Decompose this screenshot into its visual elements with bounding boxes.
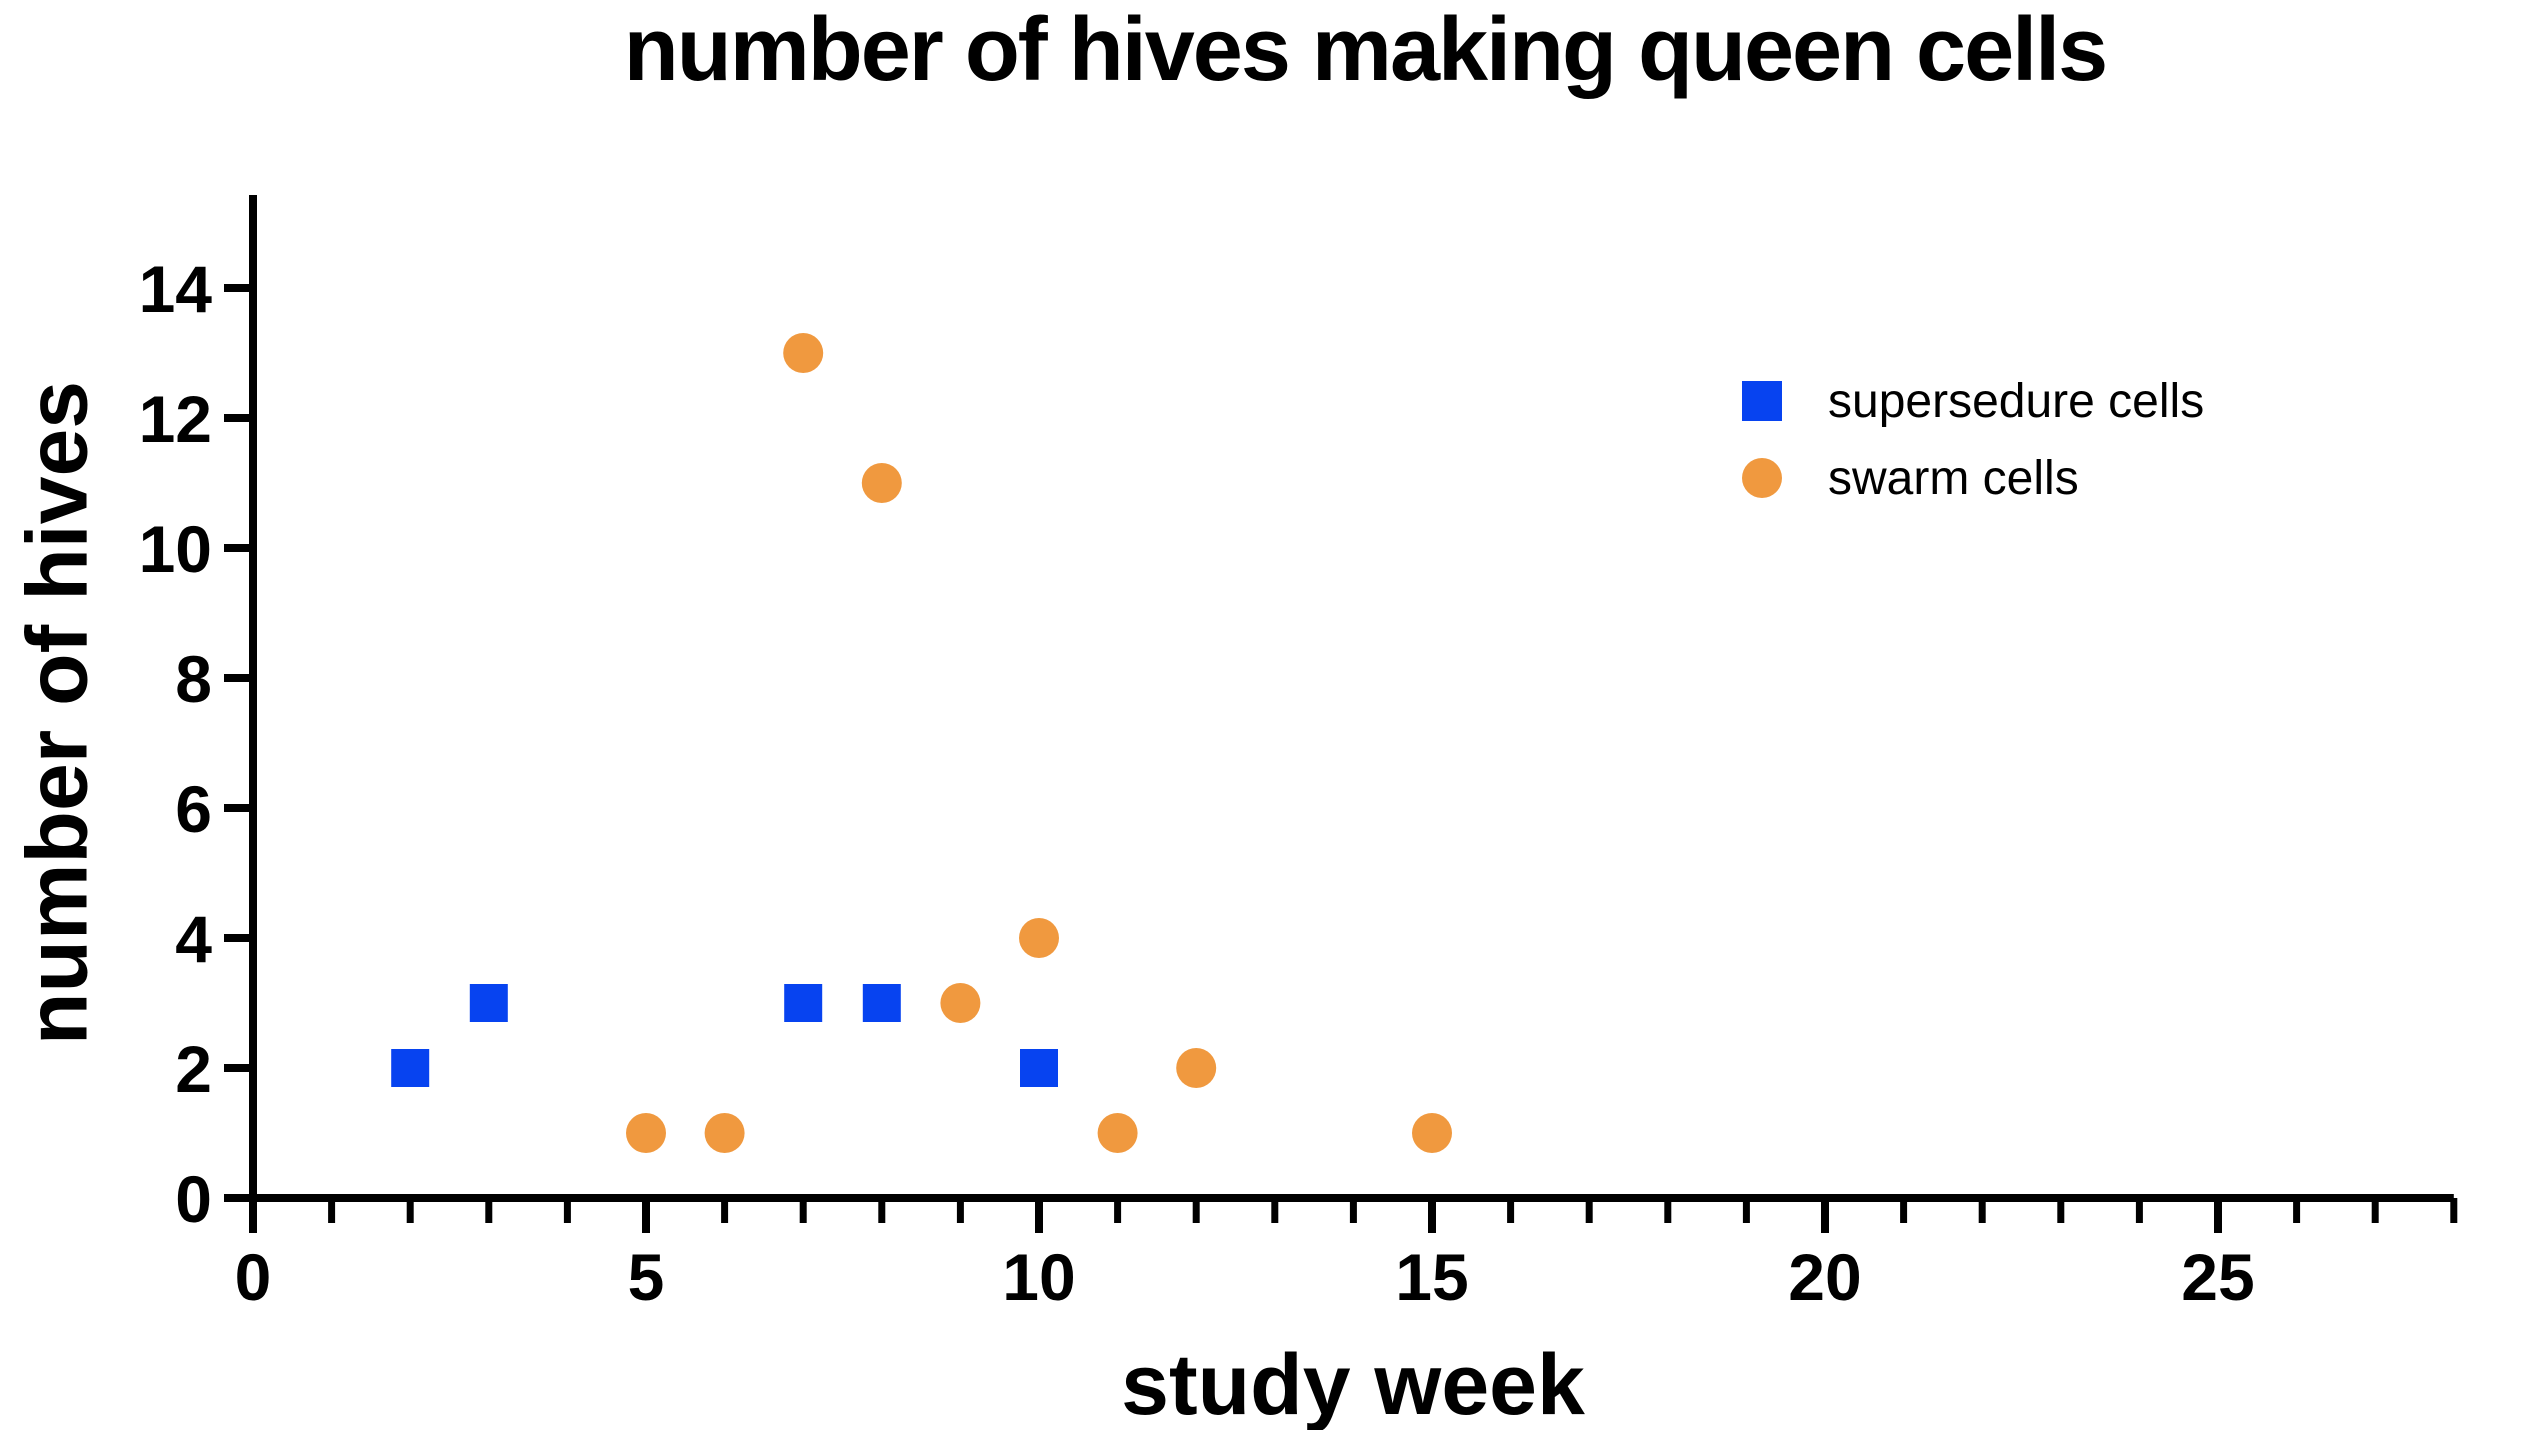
data-point-swarm <box>1097 1113 1138 1153</box>
data-point-swarm <box>1019 918 1059 958</box>
y-tick-label: 4 <box>175 902 212 976</box>
data-point-swarm <box>783 333 824 373</box>
x-axis-label: study week <box>1121 1337 1585 1430</box>
y-tick-label: 10 <box>139 512 212 586</box>
x-tick-label: 15 <box>1395 1240 1468 1314</box>
data-point-supersedure <box>391 1049 430 1087</box>
x-tick-label: 10 <box>1002 1240 1075 1314</box>
x-tick-label: 20 <box>1788 1240 1861 1314</box>
legend-item-supersedure: supersedure cells <box>1742 375 2204 428</box>
x-tick-label: 5 <box>628 1240 665 1314</box>
y-tick-label: 12 <box>139 382 212 456</box>
y-tick-label: 2 <box>175 1032 212 1106</box>
data-point-supersedure <box>862 984 901 1022</box>
orange-circle-icon <box>1742 458 1782 498</box>
x-tick-label: 0 <box>235 1240 272 1314</box>
y-tick-label: 14 <box>139 252 213 326</box>
data-point-swarm <box>1412 1113 1452 1153</box>
legend-label-supersedure: supersedure cells <box>1828 374 2205 428</box>
chart-title: number of hives making queen cells <box>623 0 2108 100</box>
data-point-supersedure <box>469 984 508 1022</box>
x-tick-label: 25 <box>2181 1240 2254 1314</box>
data-point-swarm <box>940 983 981 1023</box>
blue-square-icon <box>1742 381 1782 421</box>
legend-item-swarm: swarm cells <box>1742 452 2204 505</box>
y-axis-label: number of hives <box>9 380 106 1046</box>
y-tick-label: 8 <box>175 642 212 716</box>
data-point-swarm <box>1176 1048 1217 1088</box>
data-point-swarm <box>704 1113 745 1153</box>
data-point-supersedure <box>1020 1049 1058 1087</box>
data-point-supersedure <box>784 984 823 1022</box>
data-point-swarm <box>626 1113 666 1153</box>
y-tick-label: 0 <box>175 1162 212 1236</box>
legend: supersedure cells swarm cells <box>1742 375 2204 535</box>
data-point-swarm <box>861 463 902 503</box>
y-tick-label: 6 <box>175 772 212 846</box>
legend-label-swarm: swarm cells <box>1828 451 2079 505</box>
